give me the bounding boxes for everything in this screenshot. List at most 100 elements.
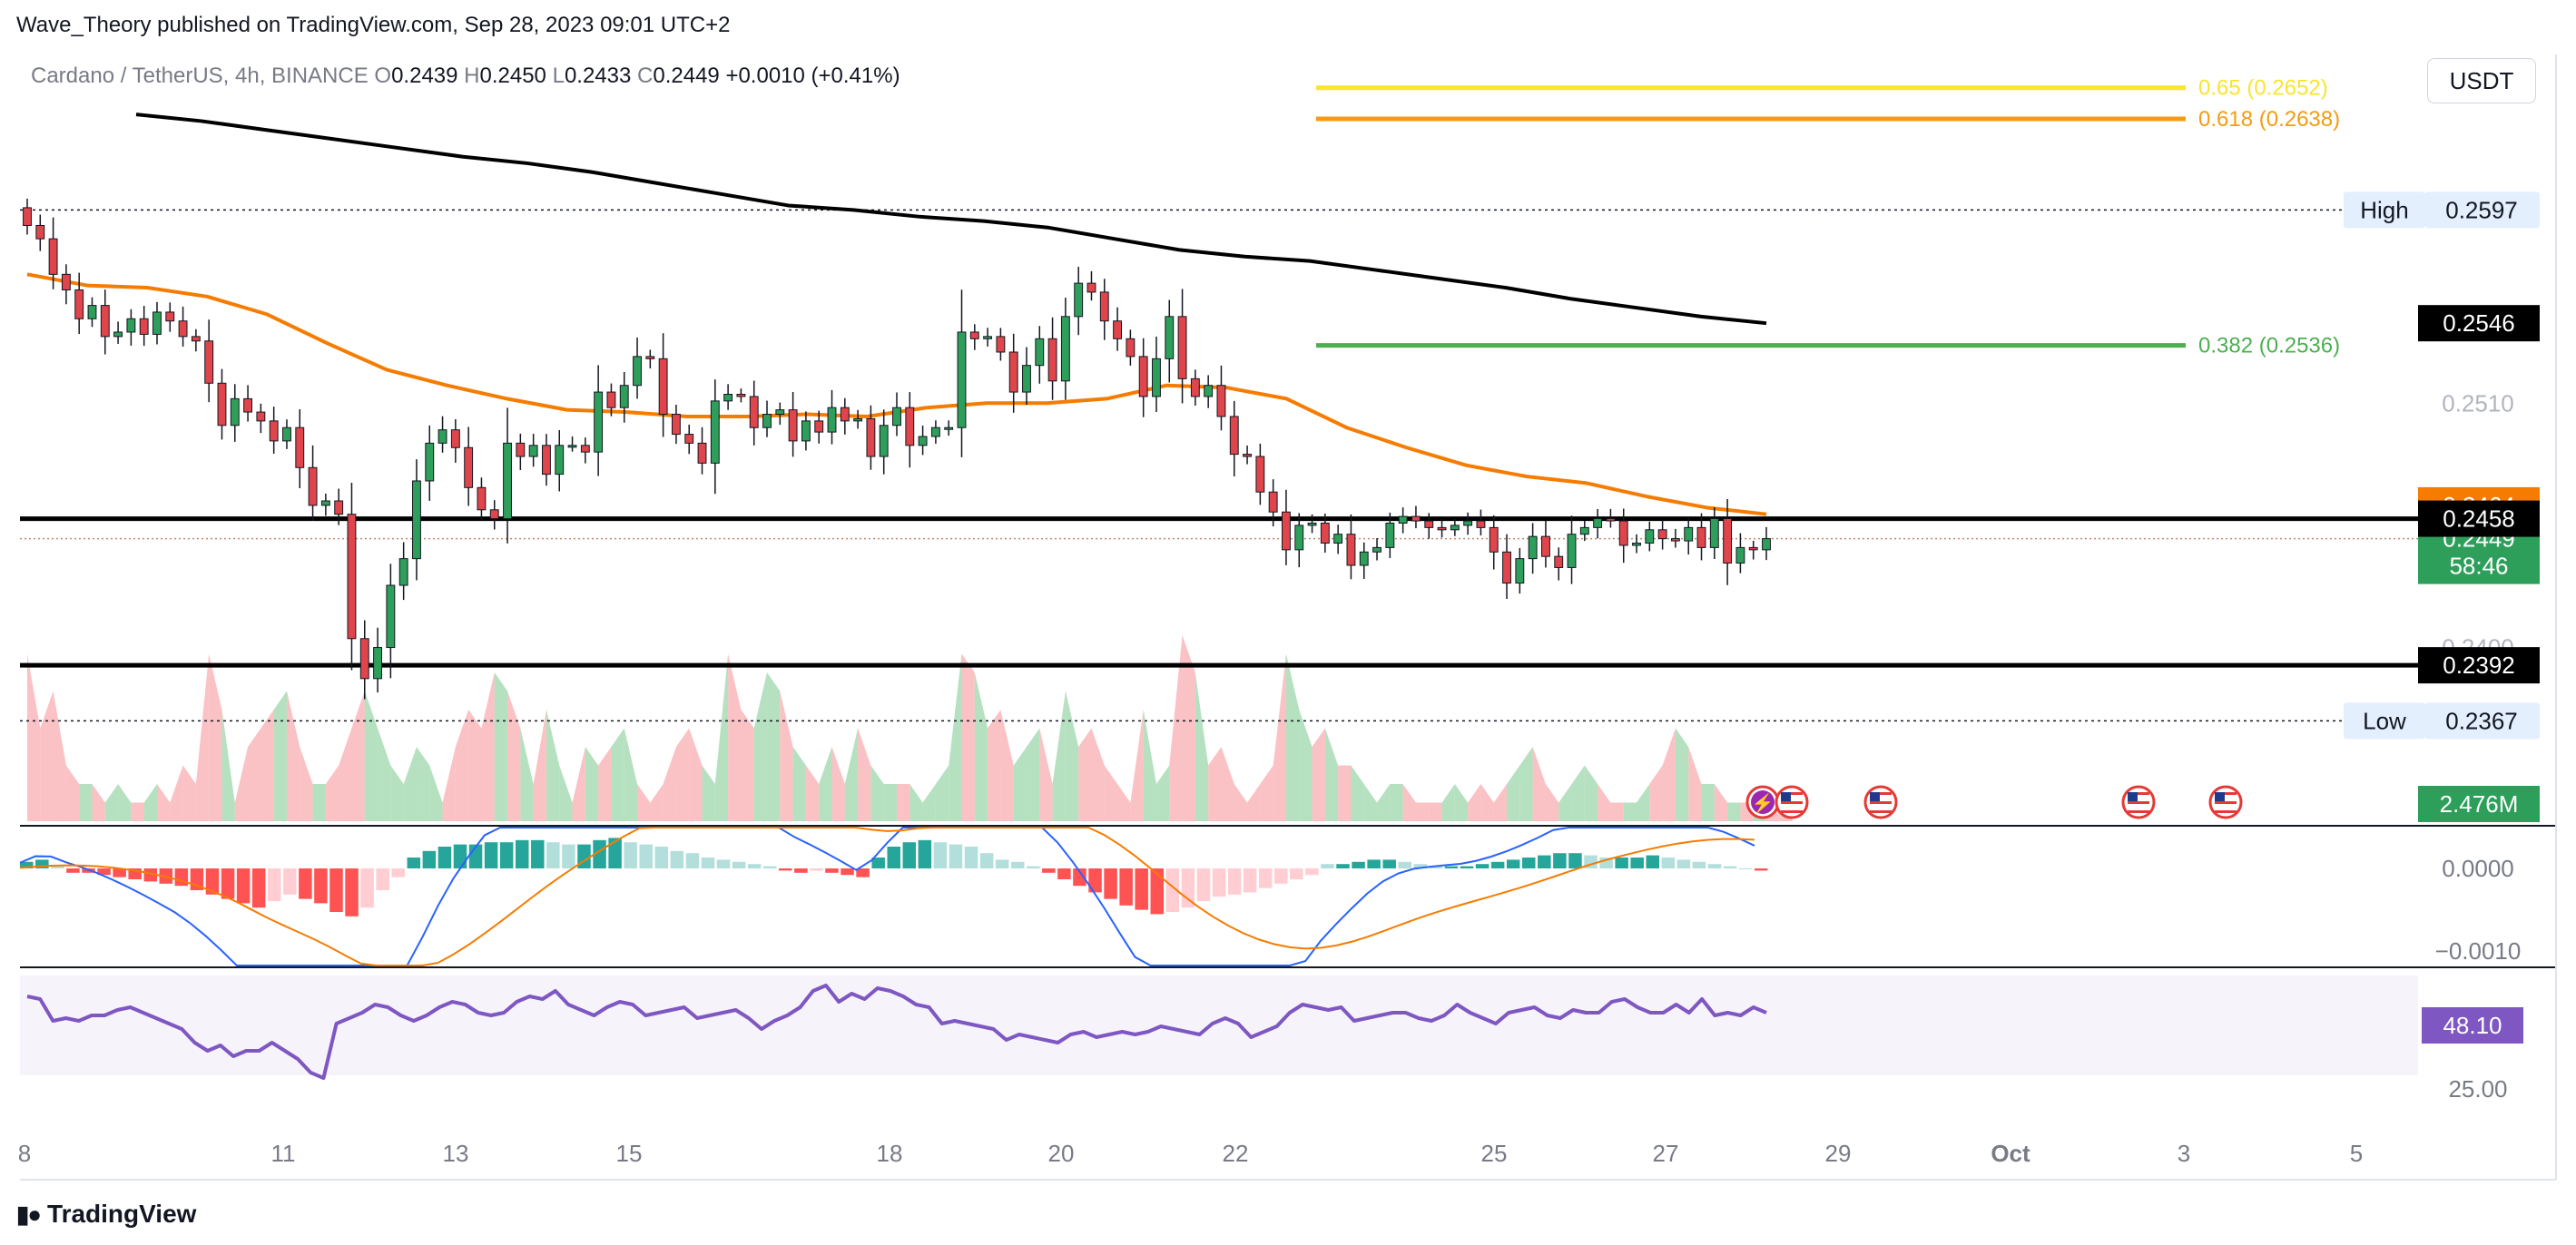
- volume-segment: [675, 728, 690, 821]
- candle-up: [633, 356, 642, 387]
- candle-up: [944, 426, 954, 430]
- symbol-label[interactable]: Cardano / TetherUS, 4h, BINANCE: [31, 64, 369, 88]
- high-value: 0.2450: [479, 64, 546, 88]
- candle-up: [1579, 526, 1589, 535]
- macd-histogram-bar: [299, 868, 312, 899]
- candle-down: [23, 207, 32, 226]
- candle-down: [905, 407, 915, 446]
- candle-up: [710, 400, 720, 464]
- candle-down: [1243, 454, 1252, 457]
- candle-down: [1748, 546, 1758, 551]
- macd-histogram-bar: [887, 847, 900, 868]
- volume-segment: [170, 765, 183, 821]
- tradingview-brand[interactable]: ▮● TradingView: [16, 1200, 196, 1229]
- volume-segment: [702, 765, 715, 821]
- macd-histogram-bar: [1104, 868, 1117, 899]
- volume-segment: [1558, 784, 1572, 821]
- macd-histogram-bar: [143, 868, 157, 882]
- macd-histogram-bar: [360, 868, 374, 908]
- macd-histogram-bar: [1538, 855, 1551, 868]
- candle-down: [35, 224, 45, 240]
- candle-up: [723, 394, 733, 402]
- candle-up: [1632, 543, 1641, 546]
- rsi-axis-tick: 25.00: [2448, 1075, 2507, 1103]
- volume-segment: [1117, 784, 1131, 821]
- candle-up: [1515, 558, 1525, 584]
- macd-histogram-bar: [608, 838, 622, 868]
- high-low-price-box: [2425, 191, 2540, 229]
- volume-segment: [1507, 765, 1520, 821]
- flag-stripe: [1870, 801, 1892, 804]
- candle-up: [425, 442, 435, 482]
- candle-down: [1268, 491, 1278, 513]
- candle-up: [87, 305, 97, 319]
- volume-segment: [624, 728, 638, 821]
- flag-stripe: [2215, 810, 2237, 813]
- macd-histogram-bar: [747, 864, 762, 868]
- volume-segment: [611, 728, 624, 821]
- time-axis-tick: 11: [271, 1140, 296, 1167]
- volume-segment: [1610, 802, 1624, 821]
- flag-stripe: [2128, 792, 2149, 795]
- candle-down: [1282, 511, 1291, 551]
- volume-segment: [442, 747, 456, 821]
- volume-segment: [858, 728, 871, 821]
- candle-up: [619, 385, 629, 408]
- macd-histogram-bar: [283, 868, 297, 895]
- time-axis-tick: 8: [18, 1140, 31, 1167]
- candle-down: [243, 397, 253, 413]
- macd-histogram-bar: [97, 868, 111, 876]
- candle-down: [1126, 338, 1136, 358]
- volume-segment: [1454, 784, 1469, 821]
- macd-histogram-bar: [1150, 868, 1165, 915]
- ohlc-legend: Cardano / TetherUS, 4h, BINANCE O0.2439 …: [31, 64, 900, 89]
- volume-segment: [559, 765, 573, 821]
- flag-canton: [1870, 792, 1880, 801]
- volume-segment: [988, 710, 1001, 821]
- candle-down: [1723, 518, 1733, 564]
- volume-segment: [520, 728, 534, 821]
- candle-up: [1528, 535, 1538, 560]
- macd-histogram-bar: [546, 842, 560, 868]
- macd-histogram-bar: [1676, 859, 1691, 868]
- volume-segment: [1285, 653, 1300, 821]
- candle-up: [152, 311, 162, 335]
- macd-histogram-bar: [794, 868, 808, 873]
- macd-histogram-bar: [1290, 868, 1303, 879]
- macd-signal-line: [19, 827, 1755, 966]
- volume-segment: [143, 784, 157, 821]
- macd-histogram-bar: [1568, 853, 1582, 868]
- candle-up: [373, 647, 382, 680]
- macd-histogram-bar: [933, 842, 948, 868]
- close-value: 0.2449: [653, 64, 720, 88]
- candle-up: [1165, 316, 1175, 359]
- volume-segment: [831, 747, 845, 821]
- candle-up: [386, 584, 396, 649]
- volume-segment: [507, 691, 521, 821]
- macd-histogram-bar: [1661, 858, 1676, 868]
- candle-down: [684, 434, 694, 444]
- candle-up: [528, 445, 538, 457]
- volume-segment: [416, 747, 430, 821]
- flag-stripe: [1781, 806, 1803, 809]
- macd-histogram-bar: [918, 839, 932, 868]
- horizontal-levels: High 0.2597 Low 0.2367 0.65 (0.2652) 0.618 (0…: [20, 76, 2540, 740]
- volume-segment: [1675, 728, 1689, 821]
- volume-segment: [1649, 765, 1663, 821]
- time-axis-tick: 13: [443, 1140, 469, 1167]
- macd-histogram-bar: [376, 868, 389, 890]
- candle-down: [1113, 320, 1123, 339]
- candle-down: [1047, 338, 1057, 382]
- macd-histogram-bar: [236, 868, 251, 904]
- time-axis-tick: 5: [2350, 1140, 2363, 1167]
- volume-segment: [1065, 691, 1079, 821]
- volume-segment: [844, 728, 859, 821]
- volume-segment: [248, 728, 261, 821]
- candle-down: [191, 336, 201, 342]
- volume-segment: [455, 710, 469, 821]
- currency-button[interactable]: USDT: [2427, 58, 2536, 103]
- macd-histogram-bar: [1754, 868, 1768, 871]
- macd-histogram-bar: [438, 847, 452, 868]
- candle-down: [1696, 526, 1706, 548]
